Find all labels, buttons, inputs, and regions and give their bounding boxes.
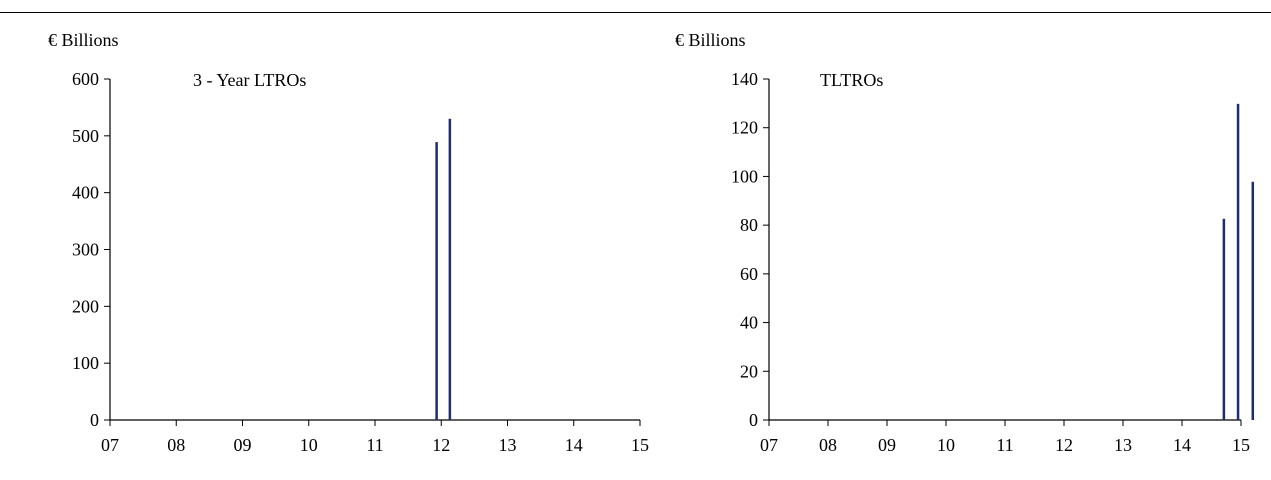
x-tick-label: 14 xyxy=(1173,435,1191,455)
y-tick-label: 500 xyxy=(72,126,99,146)
chart-right-marks: 0 20 40 60 80 100 120 140 07 08 09 10 11 12 13 14 15 xyxy=(731,69,1255,455)
y-tick-label: 60 xyxy=(740,264,758,284)
x-tick-label: 09 xyxy=(878,435,896,455)
y-tick-label: 100 xyxy=(731,166,758,186)
x-tick-label: 07 xyxy=(101,435,119,455)
bar xyxy=(448,118,452,421)
x-tick-label: 15 xyxy=(631,435,649,455)
y-tick-label: 40 xyxy=(740,313,758,333)
top-rule xyxy=(0,12,1271,13)
chart-3-year-ltros: € Billions 3 - Year LTROs 0 100 200 300 400 5… xyxy=(48,30,649,455)
y-tick-label: 0 xyxy=(90,410,99,430)
y-tick-label: 140 xyxy=(731,69,758,89)
y-axis-unit-label: € Billions xyxy=(675,30,746,50)
x-tick-label: 09 xyxy=(234,435,252,455)
bar xyxy=(1222,218,1226,420)
x-tick-label: 12 xyxy=(1055,435,1073,455)
y-tick-label: 600 xyxy=(72,69,99,89)
series-annotation: 3 - Year LTROs xyxy=(193,70,306,90)
y-tick-label: 100 xyxy=(72,353,99,373)
chart-tltros: € Billions TLTROs 0 20 40 60 80 100 120 140 07 08… xyxy=(650,0,1271,480)
chart-left-marks: 0 100 200 300 400 500 600 07 08 09 10 11 12 13 14 15 xyxy=(72,69,649,455)
bar xyxy=(435,142,438,420)
y-tick-label: 200 xyxy=(72,296,99,316)
x-tick-label: 11 xyxy=(996,435,1013,455)
y-tick-label: 0 xyxy=(749,410,758,430)
x-tick-label: 07 xyxy=(760,435,778,455)
x-tick-label: 08 xyxy=(819,435,837,455)
series-annotation: TLTROs xyxy=(820,70,883,90)
y-tick-label: 80 xyxy=(740,215,758,235)
bar xyxy=(1251,181,1255,420)
y-axis-unit-label: € Billions xyxy=(48,30,119,50)
x-tick-label: 12 xyxy=(432,435,450,455)
x-tick-label: 14 xyxy=(565,435,583,455)
x-tick-label: 15 xyxy=(1232,435,1250,455)
x-tick-label: 11 xyxy=(366,435,383,455)
x-tick-label: 13 xyxy=(499,435,517,455)
bar xyxy=(1236,103,1240,420)
y-tick-label: 120 xyxy=(731,118,758,138)
x-tick-label: 10 xyxy=(300,435,318,455)
x-tick-label: 08 xyxy=(167,435,185,455)
chart-right-svg: € Billions TLTROs 0 20 40 60 80 100 120 140 07 08… xyxy=(675,30,1255,455)
x-tick-label: 13 xyxy=(1114,435,1132,455)
x-tick-label: 10 xyxy=(937,435,955,455)
y-tick-label: 400 xyxy=(72,183,99,203)
chart-left-svg: € Billions 3 - Year LTROs 0 100 200 300 400 5… xyxy=(48,30,649,455)
y-tick-label: 20 xyxy=(740,361,758,381)
y-tick-label: 300 xyxy=(72,240,99,260)
